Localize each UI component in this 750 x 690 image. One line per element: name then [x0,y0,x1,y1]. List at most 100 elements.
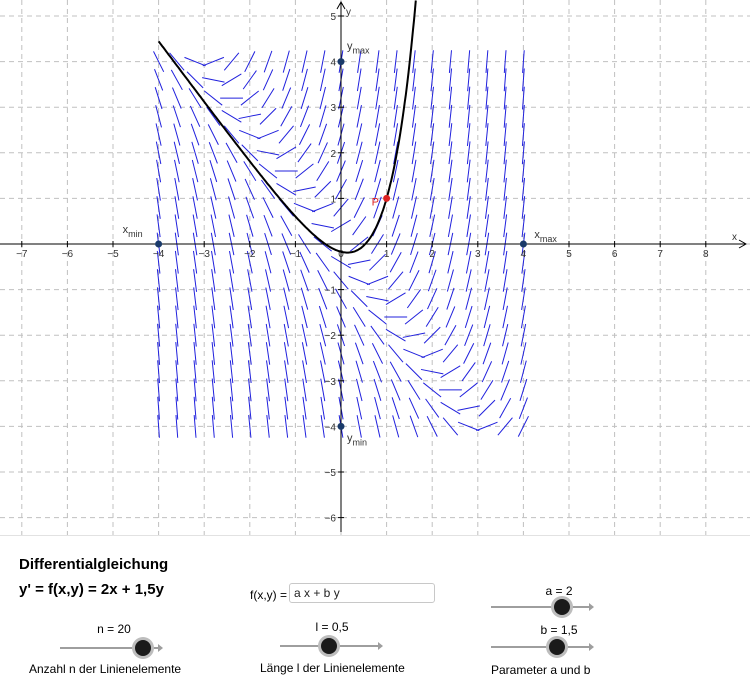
direction-segment [412,68,416,92]
slider-b-knob[interactable] [549,639,565,655]
direction-segment [408,397,420,419]
slider-n-track[interactable] [60,647,158,649]
direction-segment [521,214,526,238]
direction-segment [154,87,163,110]
direction-segment [318,123,328,146]
direction-segment [442,344,459,363]
direction-segment [485,159,489,183]
slider-l[interactable] [280,638,386,654]
direction-segment [354,342,364,365]
direction-segment [373,378,382,401]
slider-b-arrow [589,643,594,651]
direction-segment [311,202,334,213]
direction-segment [410,214,418,237]
slider-b-track[interactable] [491,646,589,648]
graphics-view[interactable]: x y −7 −6 −5 −4 −3 −2 −1 0 1 2 3 4 5 6 7 8 5 4 3 2 1 −1 −2 −3 −4 −5… [0,0,750,535]
direction-segment [191,159,199,183]
direction-segment [448,141,453,165]
direction-segment [355,160,364,183]
direction-segment [156,269,161,292]
axes: x y −7 −6 −5 −4 −3 −2 −1 0 1 2 3 4 5 6 7 8 5 4 3 2 1 −1 −2 −3 −4 −5… [0,0,748,532]
direction-segment [284,415,289,438]
direction-segment [411,141,417,165]
point-xmax[interactable] [519,240,527,248]
point-ymin[interactable] [337,422,345,430]
direction-segment [229,378,234,402]
y-tick-label: −2 [325,331,337,342]
point-xmin[interactable] [155,240,163,248]
direction-segment [389,361,402,382]
direction-segment [375,68,380,92]
direction-segment [518,397,528,419]
direction-segment [521,141,525,165]
direction-segment [302,396,307,420]
point-ymax[interactable] [337,58,345,66]
direction-segment [485,104,489,128]
x-tick-label: 7 [657,249,663,260]
slider-a[interactable] [491,599,597,615]
points[interactable]: xmin xmax ymax ymin P [123,41,558,448]
direction-segment [247,342,252,365]
coordinate-plane[interactable]: x y −7 −6 −5 −4 −3 −2 −1 0 1 2 3 4 5 6 7 8 5 4 3 2 1 −1 −2 −3 −4 −5… [0,0,750,535]
direction-segment [301,305,308,329]
slider-a-track[interactable] [491,606,589,608]
direction-segment [521,250,526,274]
direction-segment [375,105,380,128]
direction-segment [373,196,382,219]
direction-segment [484,214,490,238]
direction-segment [375,86,380,110]
direction-segment [483,324,491,347]
direction-segment [246,250,253,274]
direction-segment [300,269,309,292]
x-axis-label: x [732,232,737,243]
direction-segment [388,344,404,363]
point-P[interactable] [383,194,391,202]
direction-segment [411,123,417,146]
direction-segment [485,68,489,92]
direction-segment [282,269,290,292]
direction-segment [466,196,471,219]
x-tick-label: 0 [338,249,344,260]
direction-segment [247,360,252,384]
direction-segment [191,141,199,164]
slider-l-arrow [378,642,383,650]
direction-segment [284,396,289,420]
direction-segment [389,252,402,273]
direction-segment [482,342,492,365]
direction-segment [448,159,453,183]
direction-segment [407,379,421,400]
panel-title: Differentialgleichung [19,556,169,573]
direction-segment [295,163,314,179]
direction-segment [283,287,290,310]
direction-segment [264,251,272,274]
point-ymin-label: ymin [347,432,367,447]
direction-segment [244,51,256,73]
slider-n[interactable] [60,640,166,656]
direction-segment [229,323,234,347]
direction-segment [319,68,326,92]
equation-text: y' = f(x,y) = 2x + 1,5y [19,581,164,598]
direction-segment [425,307,439,327]
slider-l-knob[interactable] [321,638,337,654]
y-tick-label: 5 [330,12,336,23]
slider-a-knob[interactable] [554,599,570,615]
slider-b[interactable] [491,639,597,655]
direction-segment [209,178,217,201]
direction-segment [502,269,508,292]
direction-segment [210,214,217,238]
direction-segment [282,68,291,91]
direction-segment [467,104,471,128]
direction-segment [405,363,423,381]
direction-segment [156,159,162,183]
direction-segment [241,144,259,162]
fx-input-field[interactable] [289,583,435,603]
direction-segment [173,123,181,146]
direction-segment [261,179,276,199]
direction-segment [211,269,216,292]
direction-segment [447,214,454,238]
direction-segment [467,86,471,110]
direction-segment [412,50,416,73]
direction-segment [497,417,513,436]
slider-n-knob[interactable] [135,640,151,656]
direction-segment [465,250,472,274]
